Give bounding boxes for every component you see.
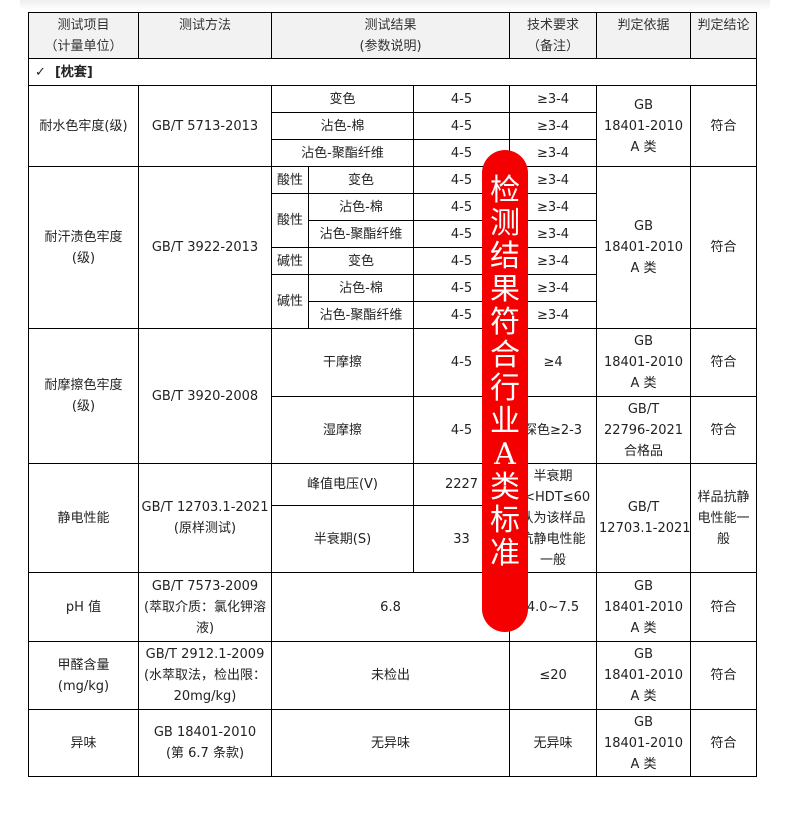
param-cell: 沾色-棉 [271, 112, 414, 140]
param-cell: 变色 [308, 166, 414, 194]
basis-cell: GB 18401-2010 A 类 [596, 641, 692, 710]
header-conclusion: 判定结论 [690, 12, 758, 59]
test-report-table: 测试项目 （计量单位） 测试方法 测试结果 (参数说明) 技术要求 （备注） 判定依据… [27, 12, 758, 777]
item-cell: 耐水色牢度(级) [28, 85, 139, 167]
method-cell: GB/T 7573-2009 (萃取介质：氯化钾溶 液) [138, 572, 272, 642]
alkali-label: 碱性 [271, 247, 309, 275]
param-cell: 沾色-聚酯纤维 [271, 139, 414, 167]
table-row: 半衰期(S) 33 [29, 505, 757, 573]
param-cell: 干摩擦 [271, 328, 414, 397]
req-cell: 无异味 [509, 709, 598, 777]
req-cell: ≥3-4 [509, 112, 598, 140]
item-cell: 静电性能 [28, 463, 139, 573]
basis-cell: GB 18401-2010 A 类 [596, 85, 692, 167]
header-req: 技术要求 （备注） [509, 12, 598, 59]
conclusion-cell: 符合 [690, 328, 758, 397]
param-cell: 变色 [308, 247, 414, 275]
method-cell: GB/T 3922-2013 [138, 166, 272, 329]
method-cell: GB/T 5713-2013 [138, 85, 272, 167]
top-shadow [20, 0, 770, 10]
conclusion-cell: 符合 [690, 85, 758, 167]
param-cell: 半衰期(S) [271, 505, 414, 573]
value-cell: 6.8 [270, 572, 511, 642]
param-cell: 沾色-棉 [308, 193, 414, 221]
conclusion-cell: 符合 [690, 641, 758, 710]
param-cell: 变色 [271, 85, 414, 113]
acid-label: 酸性 [271, 166, 309, 194]
param-cell: 沾色-棉 [308, 274, 414, 302]
item-cell: 耐汗渍色牢度 (级) [28, 166, 139, 329]
value-cell: 4-5 [412, 85, 511, 113]
table-row: 异味 GB 18401-2010 (第 6.7 条款) 无异味 无异味 GB 1840… [28, 709, 758, 777]
conclusion-cell: 符合 [690, 396, 758, 464]
table-row: 耐汗渍色牢度 (级) GB/T 3922-2013 酸性 变色 4-5 ≥3-4 GB… [28, 166, 758, 329]
basis-cell: GB 18401-2010 A 类 [596, 709, 692, 777]
value-cell: 4-5 [412, 112, 511, 140]
conclusion-cell: 符合 [690, 709, 758, 777]
req-cell: ≥3-4 [509, 85, 598, 113]
method-cell: GB/T 12703.1-2021 (原样测试) [138, 463, 272, 573]
basis-cell: GB/T 22796-2021 合格品 [596, 396, 692, 464]
param-cell: 沾色-聚酯纤维 [308, 301, 414, 329]
param-cell: 峰值电压(V) [271, 463, 414, 506]
method-cell: GB 18401-2010 (第 6.7 条款) [138, 709, 272, 777]
basis-cell: GB 18401-2010 A 类 [596, 166, 692, 329]
param-cell: 沾色-聚酯纤维 [308, 220, 414, 248]
value-cell: 未检出 [270, 641, 511, 710]
table-row: 静电性能 GB/T 12703.1-2021 (原样测试) 峰值电压(V) 2227… [28, 463, 758, 573]
item-cell: 耐摩擦色牢度 (级) [28, 328, 139, 464]
conclusion-cell: 符合 [690, 166, 758, 329]
header-item: 测试项目 （计量单位） [28, 12, 139, 59]
basis-cell: GB/T 12703.1-2021 [596, 463, 692, 573]
alkali-label: 碱性 [271, 274, 309, 329]
req-cell: ≤20 [509, 641, 598, 710]
table-row: 沾色-聚酯纤维 4-5 ≥3-4 [29, 139, 757, 167]
header-result: 测试结果 (参数说明) [270, 12, 511, 59]
table-row: 沾色-棉 4-5 ≥3-4 [29, 112, 757, 140]
header-row: 测试项目 （计量单位） 测试方法 测试结果 (参数说明) 技术要求 （备注） 判定依据… [28, 12, 758, 59]
value-cell: 无异味 [270, 709, 511, 777]
table-row: pH 值 GB/T 7573-2009 (萃取介质：氯化钾溶 液) 6.8 4.0~7… [28, 572, 758, 642]
basis-cell: GB 18401-2010 A 类 [596, 328, 692, 397]
conclusion-cell: 样品抗静 电性能一般 [690, 463, 758, 573]
basis-cell: GB 18401-2010 A 类 [596, 572, 692, 642]
param-cell: 湿摩擦 [271, 396, 414, 464]
conclusion-cell: 符合 [690, 572, 758, 642]
table-row: 耐水色牢度(级) GB/T 5713-2013 变色 4-5 ≥3-4 GB 18… [28, 85, 758, 167]
header-method: 测试方法 [138, 12, 272, 59]
acid-label: 酸性 [271, 193, 309, 248]
item-cell: 甲醛含量 (mg/kg) [28, 641, 139, 710]
method-cell: GB/T 3920-2008 [138, 328, 272, 464]
check-icon: ✓ [35, 64, 46, 80]
section-row: ✓ [枕套] [27, 58, 758, 86]
item-cell: 异味 [28, 709, 139, 777]
table-row: 甲醛含量 (mg/kg) GB/T 2912.1-2009 (水萃取法，检出限： 20… [28, 641, 758, 710]
method-cell: GB/T 2912.1-2009 (水萃取法，检出限： 20mg/kg) [138, 641, 272, 710]
table-row: 耐摩擦色牢度 (级) GB/T 3920-2008 干摩擦 4-5 ≥4 GB 1840… [28, 328, 758, 464]
section-title: ✓ [枕套] [27, 58, 758, 86]
header-basis: 判定依据 [596, 12, 692, 59]
item-cell: pH 值 [28, 572, 139, 642]
